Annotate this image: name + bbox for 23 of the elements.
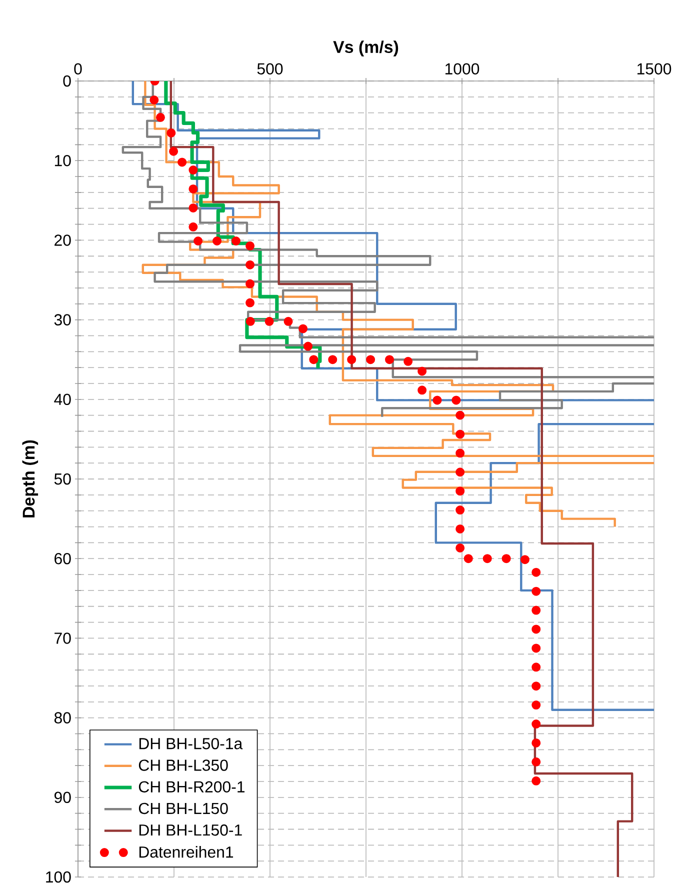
legend-label: CH BH-L150	[138, 802, 228, 814]
y-axis-title: Depth (m)	[22, 440, 38, 518]
x-tick-label: 1000	[445, 63, 480, 74]
legend-label: DH BH-L50-1a	[139, 738, 243, 750]
y-tick-label: 40	[54, 394, 71, 406]
y-tick-label: 20	[54, 234, 71, 246]
x-tick-label: 1500	[637, 63, 672, 74]
x-axis-title: Vs (m/s)	[333, 40, 398, 56]
y-tick-label: 100	[46, 871, 71, 883]
legend-label: CH BH-R200-1	[138, 781, 244, 792]
y-tick-label: 50	[54, 473, 71, 485]
x-tick-label: 500	[257, 63, 283, 74]
legend-label: Datenreihen1	[139, 846, 234, 858]
y-tick-label: 60	[54, 552, 71, 564]
y-tick-label: 80	[54, 712, 71, 724]
x-tick-label: 0	[74, 63, 82, 74]
legend-label: DH BH-L150-1	[139, 824, 242, 836]
y-tick-label: 0	[63, 75, 71, 87]
y-tick-label: 30	[54, 314, 71, 326]
y-tick-label: 70	[54, 632, 71, 644]
y-tick-label: 90	[54, 792, 71, 804]
legend-label: CH BH-L350	[138, 760, 228, 771]
y-tick-label: 10	[54, 154, 71, 166]
